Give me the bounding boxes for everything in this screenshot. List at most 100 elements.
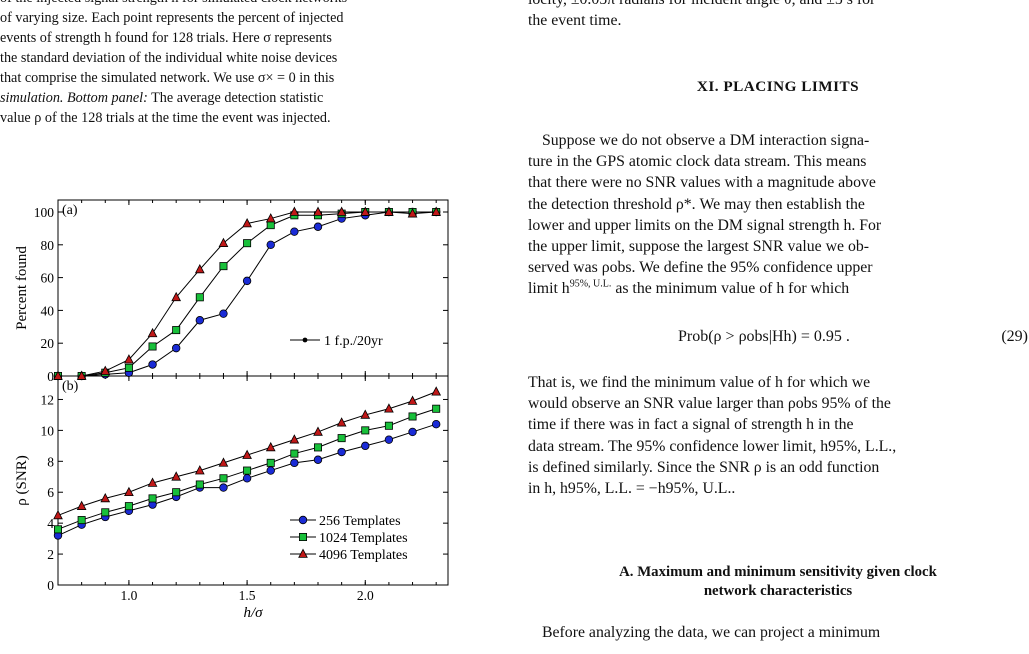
data-point: [77, 516, 86, 525]
text-line: lower and upper limits on the DM signal …: [528, 216, 882, 234]
data-point: [147, 477, 158, 487]
data-point: [53, 370, 63, 380]
data-point: [360, 409, 371, 419]
data-point: [243, 239, 252, 248]
y-tick-label: 12: [41, 392, 55, 407]
data-point: [360, 206, 371, 216]
subsection-heading-line: A. Maximum and minimum sensitivity given…: [619, 564, 937, 580]
data-point: [266, 466, 275, 475]
data-point: [172, 488, 181, 497]
section-heading: XI. PLACING LIMITS: [696, 78, 860, 95]
data-point: [313, 443, 322, 452]
data-point: [289, 434, 300, 444]
y-tick-label: 80: [41, 238, 55, 253]
data-point: [171, 343, 181, 353]
data-point: [313, 455, 323, 464]
y-tick-label: 40: [41, 303, 55, 318]
data-point: [384, 206, 394, 216]
data-point: [195, 480, 204, 489]
data-point: [219, 262, 228, 271]
data-point: [361, 441, 370, 451]
equation-number: (29): [1001, 328, 1028, 345]
data-point: [171, 291, 182, 302]
data-point: [53, 509, 63, 520]
data-point: [431, 419, 441, 429]
caption-line: of varying size. Each point represents t…: [0, 10, 344, 26]
data-point: [195, 293, 204, 302]
data-point: [265, 213, 276, 223]
y-tick-label: 0: [47, 369, 54, 384]
data-point: [242, 449, 252, 459]
data-point: [148, 360, 157, 369]
figure-plot: 0 20 40 60 80 100 Percent found 0 2 4 6 8 10 12 1.0 1.5…: [14, 199, 449, 621]
data-point: [76, 370, 87, 380]
data-point: [408, 427, 417, 437]
text-line: that there were no SNR values with a mag…: [528, 174, 876, 192]
caption-line: of the injected signal strength h for si…: [0, 0, 494, 8]
data-point: [336, 417, 347, 427]
data-point: [124, 502, 133, 511]
data-point: [194, 263, 205, 274]
text-line: in h, h95%, L.L. = −h95%, U.L..: [528, 480, 736, 498]
y-tick-label: 2: [47, 547, 54, 562]
data-point: [313, 206, 323, 216]
data-point: [266, 221, 275, 230]
figure-caption: of the injected signal strength h for si…: [0, 0, 494, 128]
data-point: [407, 395, 418, 405]
data-point: [54, 525, 63, 534]
superscript: 95%, U.L.: [569, 279, 612, 291]
data-point: [361, 426, 370, 435]
legend-label: 256 Templates: [319, 514, 401, 529]
caption-line: the standard deviation of the individual…: [0, 50, 338, 66]
equation-text: Prob(ρ > ρobs|Hh) = 0.95 .: [678, 328, 850, 345]
subsection-heading: A. Maximum and minimum sensitivity given…: [528, 563, 1028, 601]
data-point: [384, 403, 394, 413]
caption-line: value ρ of the 128 trials at the time th…: [0, 110, 331, 126]
text-line: is defined similarly. Since the SNR ρ is…: [528, 458, 880, 476]
y-tick-label: 6: [47, 485, 54, 500]
data-point: [431, 206, 442, 216]
data-point: [242, 474, 252, 483]
text-line: That is, we find the minimum value of h …: [528, 374, 871, 391]
y-tick-label: 10: [41, 423, 55, 438]
y-axis-label: Percent found: [14, 246, 30, 330]
data-point: [124, 354, 134, 364]
data-point: [76, 500, 87, 510]
annotation-text: 1 f.p./20yr: [324, 334, 383, 349]
data-point: [242, 276, 252, 286]
y-tick-label: 20: [41, 336, 55, 351]
data-point: [408, 412, 417, 421]
series-line: [58, 211, 437, 377]
text-line: served was ρobs. We define the 95% confi…: [528, 259, 873, 277]
text-line: the event time.: [528, 12, 622, 30]
legend-label: 1024 Templates: [319, 531, 408, 546]
data-point: [195, 316, 205, 325]
y-tick-label: 4: [47, 516, 54, 531]
legend-marker: [298, 515, 308, 525]
data-point: [124, 363, 133, 372]
data-point: [172, 326, 181, 335]
y-tick-label: 0: [47, 578, 54, 593]
data-point: [219, 309, 228, 318]
data-point: [337, 447, 346, 457]
legend-marker: [298, 548, 308, 558]
subsection-heading-line: network characteristics: [703, 583, 853, 599]
paragraph: Suppose we do not observe a DM interacti…: [528, 130, 1028, 300]
text-line: Before analyzing the data, we can projec…: [542, 624, 881, 641]
caption-text: The average detection statistic: [151, 90, 324, 106]
caption-line: that comprise the simulated network. We …: [0, 70, 335, 86]
y-tick-label: 8: [47, 454, 54, 469]
data-point: [313, 426, 323, 436]
data-point: [218, 237, 229, 247]
y-axis-label: ρ (SNR): [14, 455, 30, 505]
data-point: [336, 206, 347, 216]
data-point: [290, 458, 299, 468]
data-point: [432, 404, 441, 413]
panel-a-label: (a): [62, 203, 78, 218]
marks-layer: 1 f.p./20yr 256 Templates 1024 Templates 40…: [53, 206, 442, 563]
series-line: [58, 211, 437, 377]
data-point: [194, 465, 205, 475]
data-point: [290, 449, 299, 458]
data-point: [100, 365, 111, 375]
data-point: [100, 492, 111, 503]
